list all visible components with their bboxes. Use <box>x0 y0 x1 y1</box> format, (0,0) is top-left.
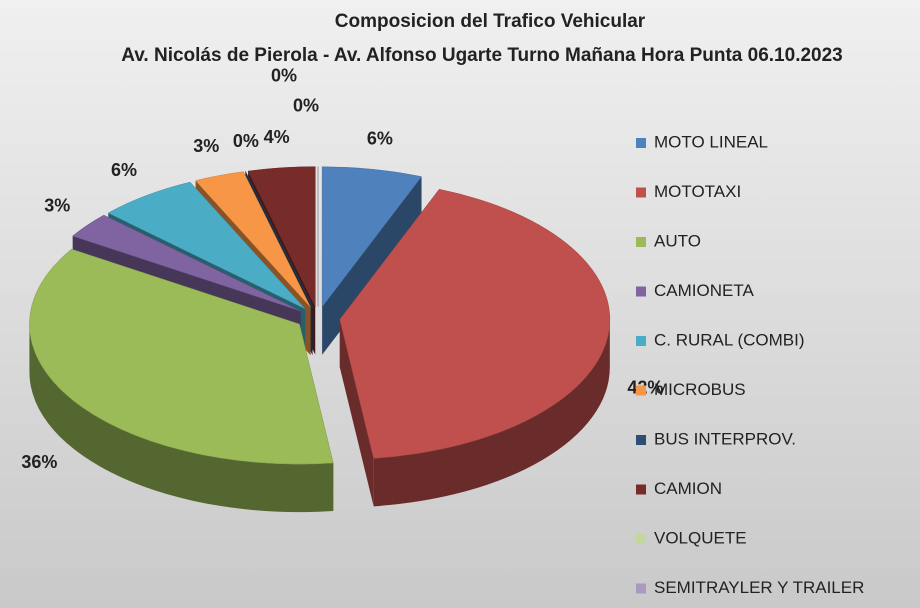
chart-subtitle: Av. Nicolás de Pierola - Av. Alfonso Uga… <box>121 45 843 66</box>
legend-label: CAMIONETA <box>654 281 754 300</box>
slice <box>72 214 301 312</box>
legend-swatch <box>636 534 646 544</box>
legend-label: C. RURAL (COMBI) <box>654 330 805 349</box>
chart-title: Composicion del Trafico Vehicular <box>335 11 646 32</box>
legend-label: VOLQUETE <box>654 528 747 547</box>
legend-label: AUTO <box>654 231 701 250</box>
legend-swatch <box>636 336 646 346</box>
slice <box>321 166 422 308</box>
legend-swatch <box>636 385 646 396</box>
legend-swatch <box>636 484 646 495</box>
legend-swatch <box>636 187 646 198</box>
data-label: 36% <box>21 452 57 472</box>
slice <box>107 181 306 309</box>
data-label: 0% <box>233 131 259 151</box>
legend-label: MOTO LINEAL <box>654 132 768 151</box>
slice <box>29 248 334 465</box>
data-label: 4% <box>264 127 290 147</box>
data-label: 3% <box>44 196 70 216</box>
slice-outer-side <box>29 324 334 513</box>
slice-outer-side <box>373 319 610 507</box>
legend-swatch <box>636 237 646 247</box>
legend-label: MOTOTAXI <box>654 182 741 201</box>
data-label: 0% <box>271 65 297 85</box>
slice-radial-side <box>339 319 374 507</box>
data-label: 3% <box>193 136 219 156</box>
legend-label: CAMION <box>654 479 722 498</box>
data-label: 6% <box>111 160 137 180</box>
legend-swatch <box>636 435 646 445</box>
legend-swatch <box>636 286 646 297</box>
legend-label: MICROBUS <box>654 380 746 399</box>
slice <box>195 171 311 308</box>
legend-label: BUS INTERPROV. <box>654 429 796 448</box>
legend-swatch <box>636 583 646 594</box>
legend-swatch <box>636 138 646 148</box>
legend-label: SEMITRAYLER Y TRAILER <box>654 578 864 597</box>
slice <box>339 188 611 459</box>
slice <box>247 166 316 307</box>
data-label: 6% <box>367 129 393 149</box>
data-label: 0% <box>293 95 319 115</box>
